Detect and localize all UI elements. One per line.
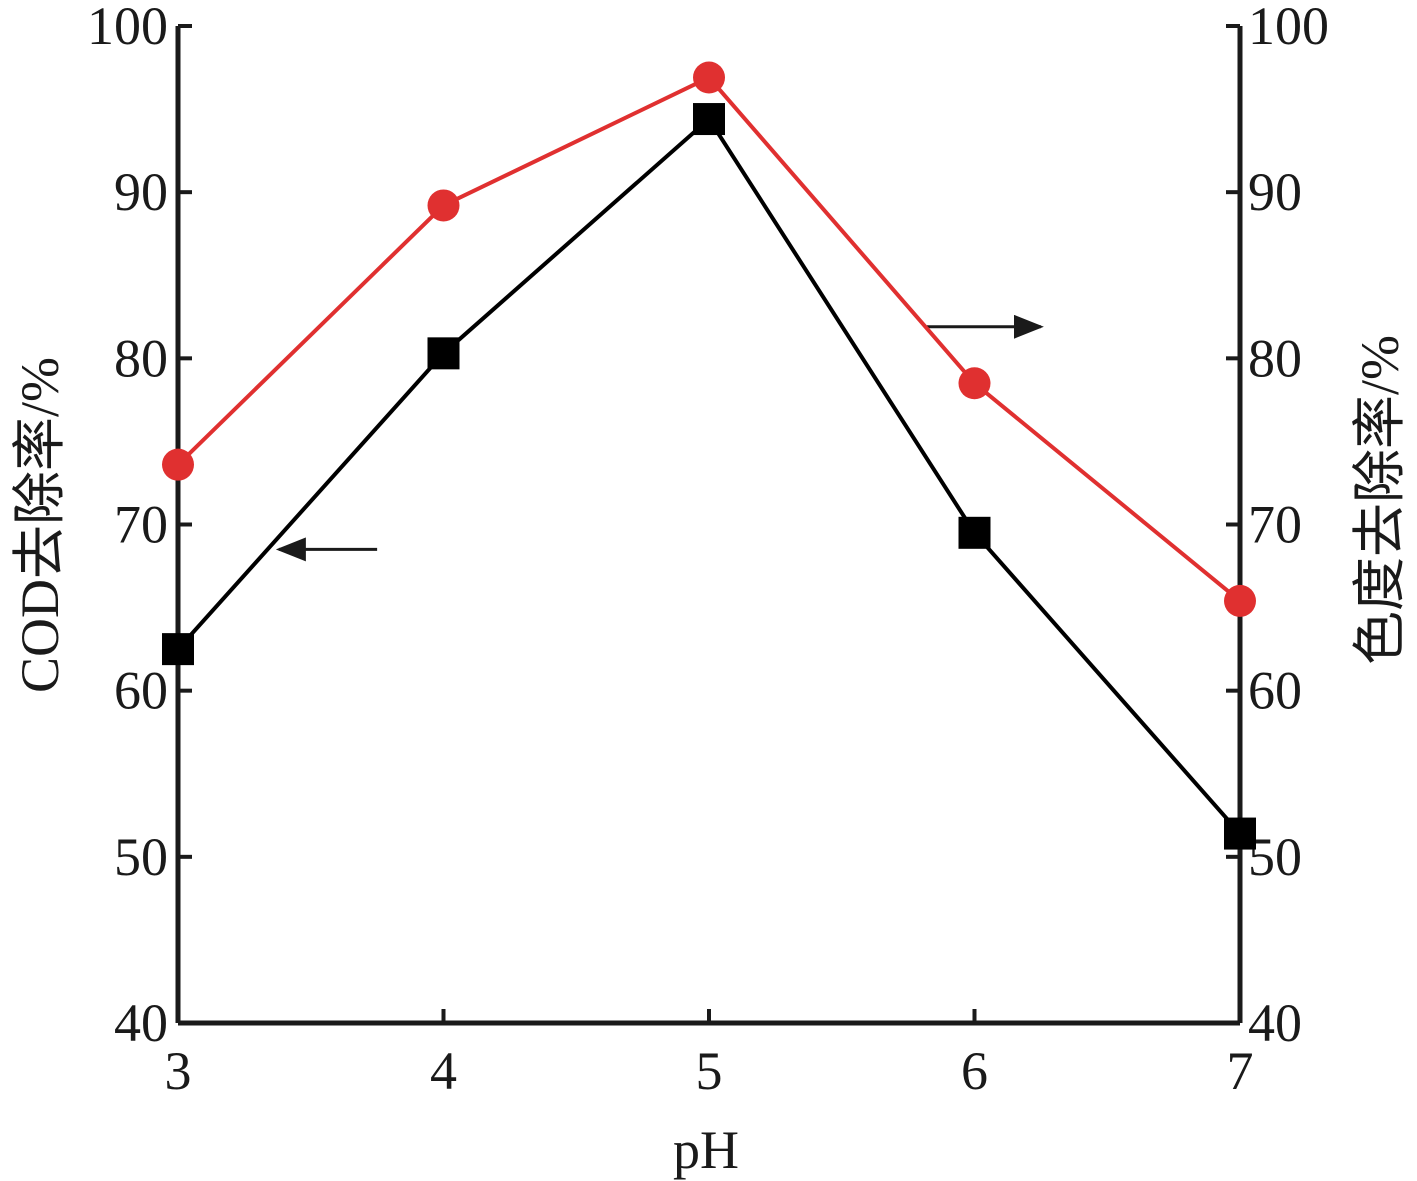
x-tick-label: 3 <box>165 1041 192 1101</box>
series-line-1 <box>176 75 1242 603</box>
left-y-tick-label: 70 <box>114 495 168 555</box>
series-1-point <box>958 367 991 400</box>
series-0-point <box>1224 817 1256 850</box>
left-y-tick-label: 60 <box>114 661 168 721</box>
series-1-point <box>1224 584 1256 617</box>
right-y-tick-label: 50 <box>1248 827 1302 887</box>
x-tick-label: 5 <box>696 1041 723 1101</box>
left-y-axis-title: COD去除率/% <box>10 357 70 693</box>
right-y-tick-label: 80 <box>1248 328 1302 388</box>
series-1-point <box>162 448 194 481</box>
x-tick-label: 4 <box>430 1041 457 1101</box>
x-axis-title: pH <box>673 1120 739 1180</box>
right-y-tick-label: 60 <box>1248 661 1302 721</box>
x-tick-label: 6 <box>961 1041 988 1101</box>
right-y-axis-title: 色度去除率/% <box>1350 335 1410 665</box>
series-line-0 <box>176 116 1242 835</box>
x-tick-label: 7 <box>1227 1041 1254 1101</box>
series-0-point <box>693 103 725 136</box>
left-y-tick-label: 90 <box>114 162 168 222</box>
left-y-tick-label: 100 <box>87 0 168 56</box>
right-y-tick-label: 40 <box>1248 993 1302 1053</box>
tick-marks <box>176 24 1242 1025</box>
annotations <box>275 314 1044 562</box>
right-y-tick-label: 70 <box>1248 495 1302 555</box>
series-0-point <box>162 633 194 666</box>
series-1-point <box>427 189 460 222</box>
left-y-tick-label: 40 <box>114 993 168 1053</box>
axes <box>175 26 1243 1026</box>
series-0-point <box>427 337 460 370</box>
series-1-point <box>693 61 725 94</box>
series-0-point <box>958 516 991 549</box>
right-y-tick-label: 90 <box>1248 162 1302 222</box>
right-y-tick-label: 100 <box>1248 0 1329 56</box>
series-layer <box>162 61 1256 850</box>
left-y-tick-label: 50 <box>114 827 168 887</box>
left-y-tick-label: 80 <box>114 328 168 388</box>
